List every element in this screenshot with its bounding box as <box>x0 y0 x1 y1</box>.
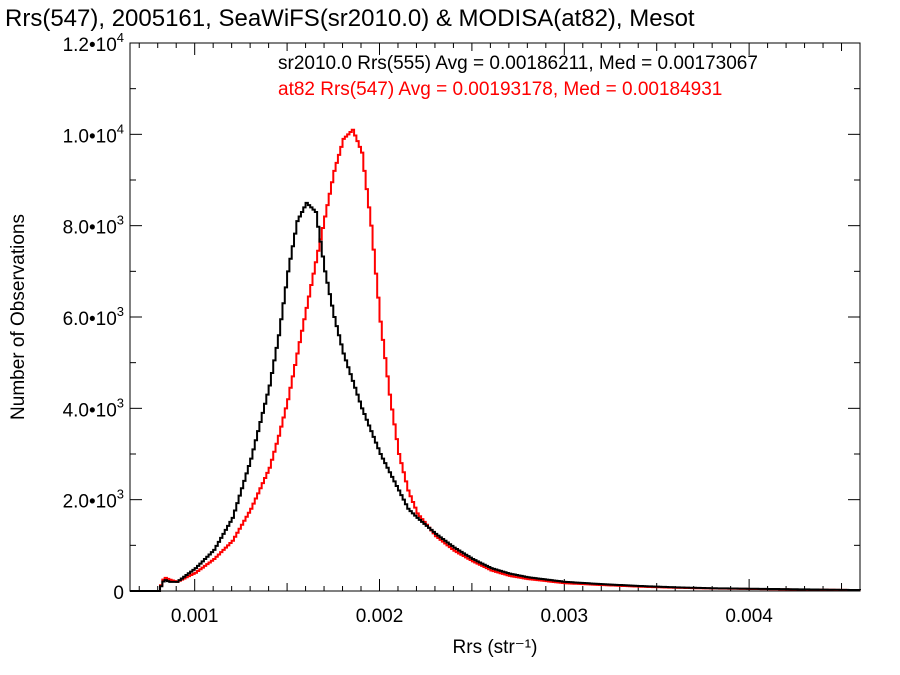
x-tick-label: 0.003 <box>541 606 589 627</box>
legend: sr2010.0 Rrs(555) Avg = 0.00186211, Med … <box>278 53 758 100</box>
plot-frame <box>129 42 861 592</box>
y-tick-label: 1.2•104 <box>63 30 124 56</box>
chart-title: Rrs(547), 2005161, SeaWiFS(sr2010.0) & M… <box>5 5 695 32</box>
y-tick-label: 6.0•103 <box>63 304 124 330</box>
x-tick-label: 0.001 <box>171 606 219 627</box>
series-line-0 <box>130 201 861 592</box>
y-tick-label: 1.0•104 <box>63 121 124 147</box>
x-tick-label: 0.004 <box>725 606 773 627</box>
y-tick-label: 2.0•103 <box>63 487 124 513</box>
x-tick-label: 0.002 <box>356 606 404 627</box>
x-axis: 0.001 0.002 0.003 0.004 <box>138 43 861 627</box>
y-tick-label: 8.0•103 <box>63 213 124 239</box>
x-axis-label: Rrs (str⁻¹) <box>453 637 538 658</box>
series-line-1 <box>130 128 861 592</box>
legend-entry-1: at82 Rrs(547) Avg = 0.00193178, Med = 0.… <box>278 79 722 100</box>
y-tick-label: 0 <box>113 583 124 604</box>
legend-entry-0: sr2010.0 Rrs(555) Avg = 0.00186211, Med … <box>278 53 758 74</box>
y-axis: 0 2.0•103 4.0•103 6.0•103 8.0•103 1.0•104 1.2•… <box>63 30 860 604</box>
y-axis-label: Number of Observations <box>8 214 29 420</box>
y-tick-label: 4.0•103 <box>63 395 124 421</box>
series-group <box>130 128 861 592</box>
